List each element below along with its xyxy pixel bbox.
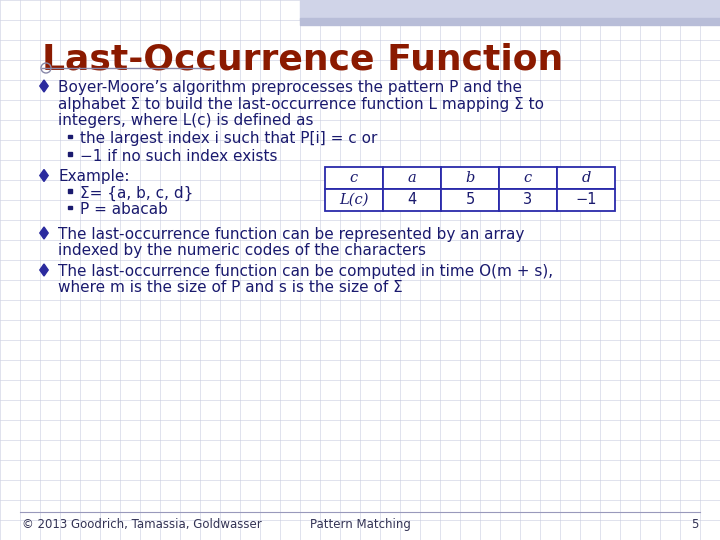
Bar: [499, 188, 557, 211]
Text: Boyer-Moore’s algorithm preprocesses the pattern P and the: Boyer-Moore’s algorithm preprocesses the…: [58, 80, 522, 95]
Text: the largest index i such that P[i] = c or: the largest index i such that P[i] = c o…: [80, 132, 377, 146]
Text: where m is the size of P and s is the size of Σ: where m is the size of P and s is the si…: [58, 280, 402, 295]
Text: d: d: [581, 171, 590, 185]
Text: 5: 5: [465, 192, 474, 207]
Bar: [325, 188, 383, 211]
Text: −1: −1: [575, 192, 597, 207]
Text: The last-occurrence function can be represented by an array: The last-occurrence function can be repr…: [58, 227, 524, 242]
Bar: [300, 0, 720, 20]
Text: −1 if no such index exists: −1 if no such index exists: [80, 149, 277, 164]
Bar: [557, 188, 615, 211]
Text: Last-Occurrence Function: Last-Occurrence Function: [42, 42, 563, 76]
Text: L(c): L(c): [339, 192, 369, 206]
Polygon shape: [40, 227, 48, 239]
Text: c: c: [350, 171, 358, 185]
Bar: [300, 18, 720, 25]
Text: The last-occurrence function can be computed in time O(m + s),: The last-occurrence function can be comp…: [58, 264, 553, 279]
Text: Pattern Matching: Pattern Matching: [310, 518, 410, 531]
Text: 4: 4: [408, 192, 417, 207]
Text: alphabet Σ to build the last-occurrence function L mapping Σ to: alphabet Σ to build the last-occurrence …: [58, 97, 544, 111]
Text: b: b: [465, 171, 474, 185]
Bar: [499, 166, 557, 188]
Polygon shape: [40, 264, 48, 276]
Text: 3: 3: [523, 192, 533, 207]
Text: Example:: Example:: [58, 170, 130, 185]
Bar: [441, 188, 499, 211]
Polygon shape: [68, 206, 72, 209]
Bar: [441, 166, 499, 188]
Polygon shape: [68, 135, 72, 138]
Bar: [383, 166, 441, 188]
Text: a: a: [408, 171, 416, 185]
Text: indexed by the numeric codes of the characters: indexed by the numeric codes of the char…: [58, 244, 426, 259]
Bar: [557, 166, 615, 188]
Bar: [383, 188, 441, 211]
Polygon shape: [68, 189, 72, 193]
Polygon shape: [40, 170, 48, 181]
Bar: [325, 166, 383, 188]
Polygon shape: [68, 152, 72, 156]
Text: integers, where L(c) is defined as: integers, where L(c) is defined as: [58, 113, 313, 128]
Text: © 2013 Goodrich, Tamassia, Goldwasser: © 2013 Goodrich, Tamassia, Goldwasser: [22, 518, 262, 531]
Polygon shape: [40, 80, 48, 92]
Text: 5: 5: [690, 518, 698, 531]
Text: P = abacab: P = abacab: [80, 202, 168, 218]
Text: Σ= {a, b, c, d}: Σ= {a, b, c, d}: [80, 186, 194, 201]
Text: c: c: [524, 171, 532, 185]
